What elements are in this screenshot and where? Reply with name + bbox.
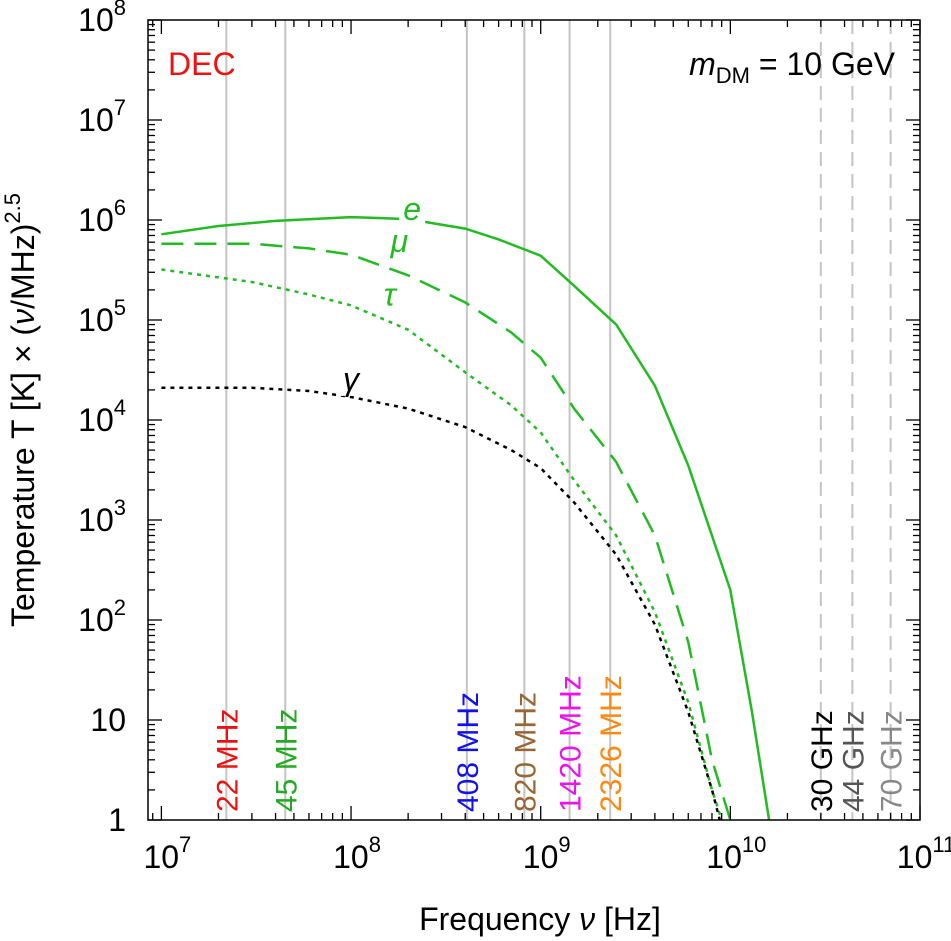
marker-label-22-mhz: 22 MHz (211, 709, 244, 812)
marker-label-2326-mhz: 2326 MHz (595, 675, 628, 812)
series-layer: eμτ γ (161, 191, 771, 821)
mass-label: mDM = 10 GeV (689, 46, 896, 88)
marker-label-408-mhz: 408 MHz (452, 692, 485, 812)
series-tau-label: τ (384, 276, 398, 312)
y-tick-label: 104 (78, 395, 126, 438)
y-axis-label-var: ν (5, 309, 41, 325)
x-tick-label: 1011 (897, 832, 951, 875)
corner-label: DEC (168, 46, 236, 82)
series-tau-label-bg (376, 283, 403, 312)
marker-label-44-ghz: 44 GHz (837, 710, 870, 812)
y-tick-label: 102 (78, 595, 126, 638)
x-axis-label-main: Frequency (419, 901, 579, 937)
x-axis-label: Frequency ν [Hz] (419, 901, 661, 937)
x-tick-label: 1010 (706, 832, 766, 875)
series-e-label-bg (399, 198, 426, 226)
y-axis-label: Temperature T [K] × (ν/MHz)2.5 (0, 193, 41, 627)
x-axis-label-var: ν (579, 901, 595, 937)
y-tick-label: 108 (78, 0, 126, 38)
tick-marks (148, 19, 921, 821)
mass-subscript: DM (716, 63, 750, 88)
x-tick-label: 109 (523, 832, 571, 875)
x-tick-label: 108 (333, 832, 381, 875)
series-gamma-label: γ (343, 361, 361, 397)
series-gamma-label-bg (338, 367, 365, 396)
y-axis-label-unit: /MHz) (5, 224, 41, 309)
marker-lines (225, 20, 892, 820)
y-tick-label: 103 (78, 495, 126, 538)
marker-label-30-ghz: 30 GHz (806, 710, 839, 812)
x-tick-label: 107 (143, 832, 191, 875)
series-mu-label: μ (390, 223, 409, 259)
series-tau-line (161, 268, 723, 821)
y-tick-label: 105 (78, 295, 126, 338)
y-axis-label-exp: 2.5 (0, 193, 25, 224)
mass-symbol: m (689, 46, 716, 82)
series-mu-label-bg (386, 229, 413, 258)
series-e-label: e (403, 191, 421, 227)
series-mu-line (161, 242, 732, 821)
marker-label-820-mhz: 820 MHz (509, 692, 542, 812)
marker-label-70-ghz: 70 GHz (876, 710, 909, 812)
series-e-line (161, 215, 771, 821)
marker-label-1420-mhz: 1420 MHz (555, 675, 588, 812)
x-axis-label-unit: [Hz] (595, 901, 661, 937)
y-axis-label-main: Temperature T [K] × ( (5, 325, 41, 627)
y-tick-label: 1 (108, 802, 126, 838)
tick-labels: 107 108 109 1010 1011 1 10 102 103 104 105 106 107 10… (78, 0, 951, 875)
y-tick-label: 106 (78, 195, 126, 238)
marker-label-45-mhz: 45 MHz (270, 709, 303, 812)
y-tick-label: 107 (78, 95, 126, 138)
y-tick-label: 10 (90, 702, 126, 738)
mass-value: = 10 GeV (750, 46, 896, 82)
marker-labels: 22 MHz 45 MHz 408 MHz 820 MHz 1420 MHz 2326 M… (211, 675, 908, 812)
series-gamma-line (161, 386, 722, 821)
